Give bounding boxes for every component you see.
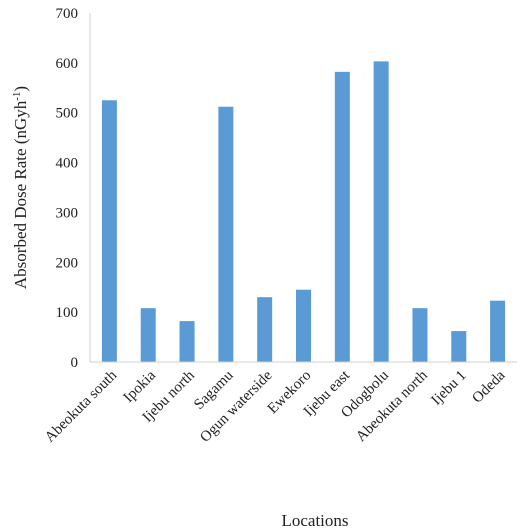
y-tick-label: 0 bbox=[71, 355, 79, 371]
x-category-label: Ogun waterside bbox=[197, 367, 275, 445]
y-tick-label: 200 bbox=[56, 255, 79, 271]
bar bbox=[101, 100, 117, 362]
y-tick-label: 300 bbox=[56, 205, 79, 221]
bar bbox=[412, 308, 428, 362]
y-tick-label: 700 bbox=[56, 6, 79, 22]
bar bbox=[218, 106, 234, 362]
y-axis-title-superscript: -1 bbox=[11, 92, 23, 101]
x-category-label: Ijebu 1 bbox=[429, 368, 470, 409]
bar bbox=[257, 297, 273, 362]
bar bbox=[179, 321, 195, 362]
y-tick-label: 400 bbox=[56, 156, 79, 172]
x-category-label: Odeda bbox=[469, 367, 508, 406]
bar bbox=[490, 300, 506, 362]
y-tick-label: 100 bbox=[56, 305, 79, 321]
bar bbox=[296, 289, 311, 362]
y-axis-title: Absorbed Dose Rate (nGyh-1) bbox=[11, 86, 30, 289]
y-axis-title-text: Absorbed Dose Rate (nGyh bbox=[11, 100, 30, 289]
y-axis-ticks: 0 100 200 300 400 500 600 700 bbox=[56, 6, 79, 371]
bar bbox=[140, 308, 156, 362]
y-tick-label: 600 bbox=[56, 56, 79, 72]
bar bbox=[334, 71, 350, 363]
x-axis-title: Locations bbox=[281, 511, 348, 530]
bar bbox=[373, 61, 389, 363]
x-category-label: Abeokuta north bbox=[353, 367, 431, 445]
bars bbox=[101, 61, 506, 363]
y-axis-title-close: ) bbox=[11, 86, 30, 92]
y-tick-label: 500 bbox=[56, 106, 79, 122]
bar bbox=[451, 331, 467, 362]
x-category-label: Abeokuta south bbox=[42, 367, 121, 446]
